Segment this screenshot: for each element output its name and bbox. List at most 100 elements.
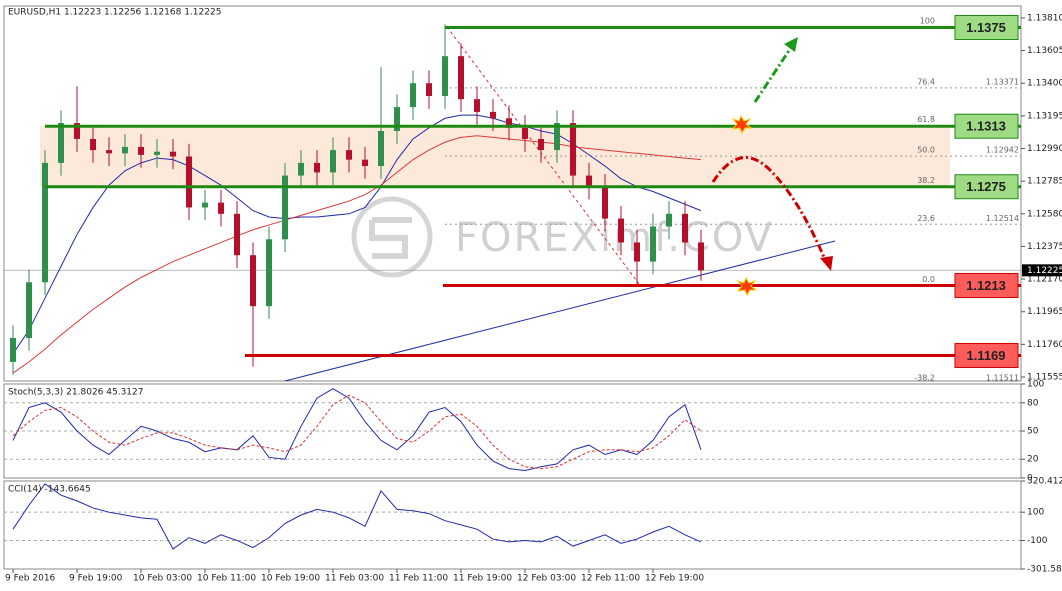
break-marker bbox=[731, 114, 753, 135]
y-tick-label: 1.12375 bbox=[1027, 242, 1062, 252]
candle-body bbox=[554, 123, 560, 151]
fib-label: 38.2 bbox=[917, 176, 935, 185]
y-tick-label: 1.12990 bbox=[1027, 144, 1062, 154]
y-tick-label: 1.11965 bbox=[1027, 307, 1062, 317]
candle-body bbox=[250, 255, 256, 307]
candle-body bbox=[122, 146, 128, 154]
candle-body bbox=[346, 150, 352, 160]
candle-body bbox=[458, 56, 464, 100]
fib-label: 76.4 bbox=[917, 77, 935, 86]
fib-price: 1.13371 bbox=[986, 77, 1019, 86]
level-box bbox=[954, 343, 1019, 369]
candle-body bbox=[618, 218, 624, 243]
candle-body bbox=[602, 186, 608, 219]
trend-line bbox=[284, 240, 836, 382]
logo-mark bbox=[369, 217, 412, 259]
up-arrow-head bbox=[784, 37, 798, 52]
candle-body bbox=[58, 123, 64, 163]
y-tick-label: 1.11555 bbox=[1027, 373, 1062, 383]
fib-price: 1.11511 bbox=[986, 374, 1019, 383]
y-tick-label: 100 bbox=[1027, 508, 1044, 518]
candle-body bbox=[106, 150, 112, 154]
y-tick-label: 1.13810 bbox=[1027, 13, 1062, 23]
candle-body bbox=[538, 138, 544, 151]
y-tick-label: 100 bbox=[1027, 380, 1044, 390]
x-tick-label: 11 Feb 19:00 bbox=[453, 574, 512, 584]
forecast-arrows bbox=[711, 37, 833, 297]
candle-body bbox=[266, 239, 272, 307]
fib-label: -38.2 bbox=[914, 374, 935, 383]
y-tick-label: 1.11760 bbox=[1027, 340, 1062, 350]
down-arrow bbox=[711, 156, 828, 263]
indicator-line bbox=[12, 483, 702, 550]
x-tick-label: 12 Feb 03:00 bbox=[517, 574, 576, 584]
fib-label: 23.6 bbox=[917, 214, 935, 223]
candle-body bbox=[474, 99, 480, 112]
x-tick-label: 11 Feb 11:00 bbox=[389, 574, 448, 584]
candle-body bbox=[634, 242, 640, 262]
cci-panel bbox=[3, 480, 1022, 570]
level-box bbox=[954, 113, 1019, 139]
candle-body bbox=[298, 162, 304, 176]
candle-body bbox=[362, 159, 368, 167]
level-label: 1.1375 bbox=[966, 20, 1006, 35]
candle-body bbox=[490, 111, 496, 119]
indicator-title: CCI(14) -143.6645 bbox=[8, 485, 91, 495]
candle-body bbox=[522, 127, 528, 139]
fib-label: 50.0 bbox=[917, 146, 935, 155]
candle-body bbox=[330, 150, 336, 173]
up-arrow bbox=[753, 45, 794, 103]
y-tick-label: -301.5811 bbox=[1027, 565, 1062, 575]
candle-body bbox=[42, 162, 48, 283]
y-tick-label: 1.12580 bbox=[1027, 209, 1062, 219]
logo-ring bbox=[351, 196, 433, 278]
candle-body bbox=[314, 162, 320, 173]
candle-body bbox=[90, 138, 96, 151]
candle-body bbox=[570, 123, 576, 176]
level-label: 1.1213 bbox=[966, 278, 1006, 293]
x-tick-label: 10 Feb 11:00 bbox=[197, 574, 256, 584]
y-tick-label: 0 bbox=[1027, 474, 1033, 484]
candle-body bbox=[202, 202, 208, 208]
moving-average bbox=[12, 135, 702, 374]
chart-title: EURUSD,H1 1.12223 1.12256 1.12168 1.1222… bbox=[8, 8, 221, 18]
x-tick-label: 9 Feb 19:00 bbox=[69, 574, 123, 584]
level-label: 1.1169 bbox=[966, 348, 1005, 363]
candle-body bbox=[666, 213, 672, 227]
x-tick-label: 11 Feb 03:00 bbox=[325, 574, 384, 584]
fib-label: 61.8 bbox=[917, 115, 935, 124]
foreground-layer: 1.13810 1.13605 1.13400 1.13195 1.12990 1.127… bbox=[5, 13, 1062, 584]
last-price: 1.12225 bbox=[1027, 266, 1062, 276]
candle-body bbox=[378, 131, 384, 167]
y-tick-label: 1.12785 bbox=[1027, 177, 1062, 187]
y-tick-label: -100 bbox=[1027, 536, 1048, 546]
candle-body bbox=[186, 156, 192, 208]
y-tick-label: 80 bbox=[1027, 398, 1039, 408]
level-label: 1.1313 bbox=[966, 119, 1006, 134]
y-tick-label: 1.13400 bbox=[1027, 79, 1062, 89]
y-tick-label: 1.12170 bbox=[1027, 275, 1062, 285]
x-tick-label: 12 Feb 11:00 bbox=[581, 574, 640, 584]
y-tick-label: 1.13195 bbox=[1027, 111, 1062, 121]
y-tick-label: 320.4123 bbox=[1027, 477, 1062, 487]
candle-body bbox=[74, 123, 80, 139]
fib-price: 1.12942 bbox=[986, 146, 1019, 155]
down-arrow-head bbox=[820, 256, 833, 271]
candle-body bbox=[394, 107, 400, 131]
candle-body bbox=[682, 213, 688, 243]
break-marker bbox=[736, 276, 758, 297]
fib-label: 0.0 bbox=[922, 275, 935, 284]
candle-body bbox=[10, 338, 16, 362]
level-box bbox=[954, 14, 1019, 40]
candle-body bbox=[410, 83, 416, 108]
watermark-logo bbox=[351, 196, 433, 278]
candle-body bbox=[154, 151, 160, 155]
last-price-box bbox=[1022, 264, 1062, 277]
candle-body bbox=[26, 282, 32, 339]
fib-price: 1.12514 bbox=[986, 214, 1019, 223]
candle-body bbox=[234, 213, 240, 256]
candle-body bbox=[170, 151, 176, 157]
y-tick-label: 1.13605 bbox=[1027, 46, 1062, 56]
